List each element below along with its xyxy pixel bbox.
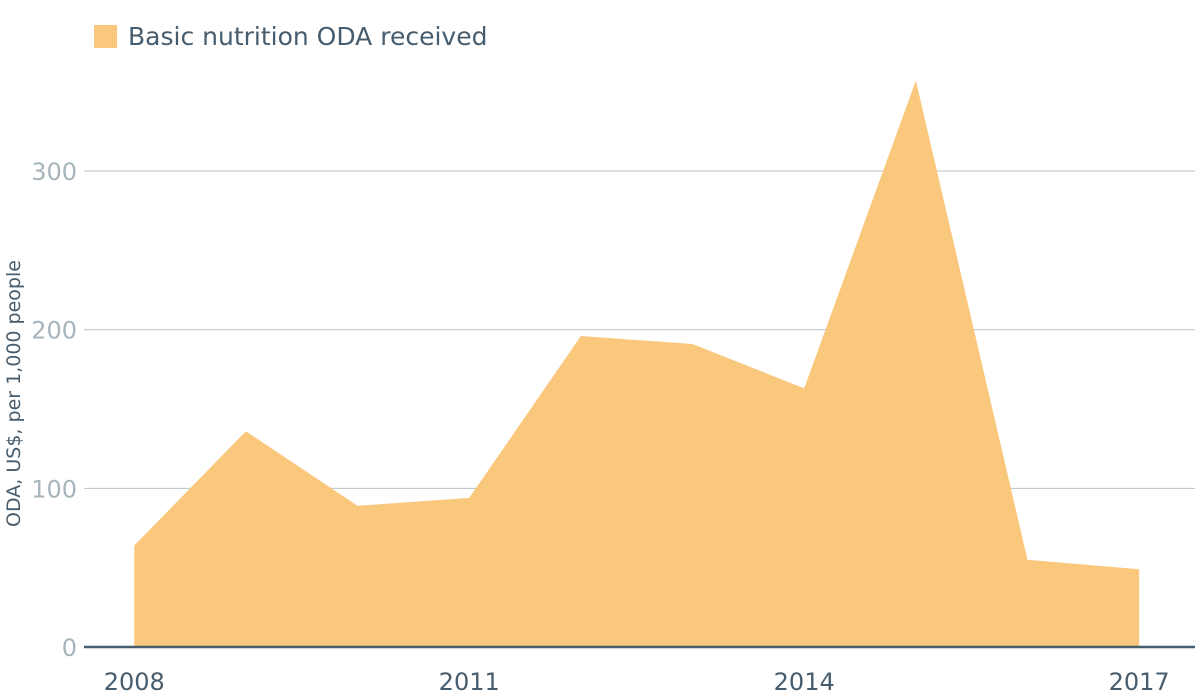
x-tick-label-2008: 2008 xyxy=(104,668,165,696)
y-tick-label-300: 300 xyxy=(31,158,77,186)
x-tick-label-2011: 2011 xyxy=(439,668,500,696)
y-tick-label-100: 100 xyxy=(31,475,77,503)
area-series xyxy=(134,80,1140,647)
x-axis-ticks: 2008 2011 2014 2017 xyxy=(104,668,1170,696)
x-tick-label-2017: 2017 xyxy=(1109,668,1170,696)
y-axis-label: ODA, US$, per 1,000 people xyxy=(3,260,25,527)
x-tick-label-2014: 2014 xyxy=(774,668,835,696)
legend-swatch xyxy=(94,25,117,48)
legend: Basic nutrition ODA received xyxy=(94,22,487,51)
y-axis-ticks: 0 100 200 300 xyxy=(31,158,77,662)
area-series-0 xyxy=(134,80,1140,647)
y-tick-label-0: 0 xyxy=(62,634,77,662)
y-tick-label-200: 200 xyxy=(31,317,77,345)
legend-label: Basic nutrition ODA received xyxy=(128,22,488,51)
